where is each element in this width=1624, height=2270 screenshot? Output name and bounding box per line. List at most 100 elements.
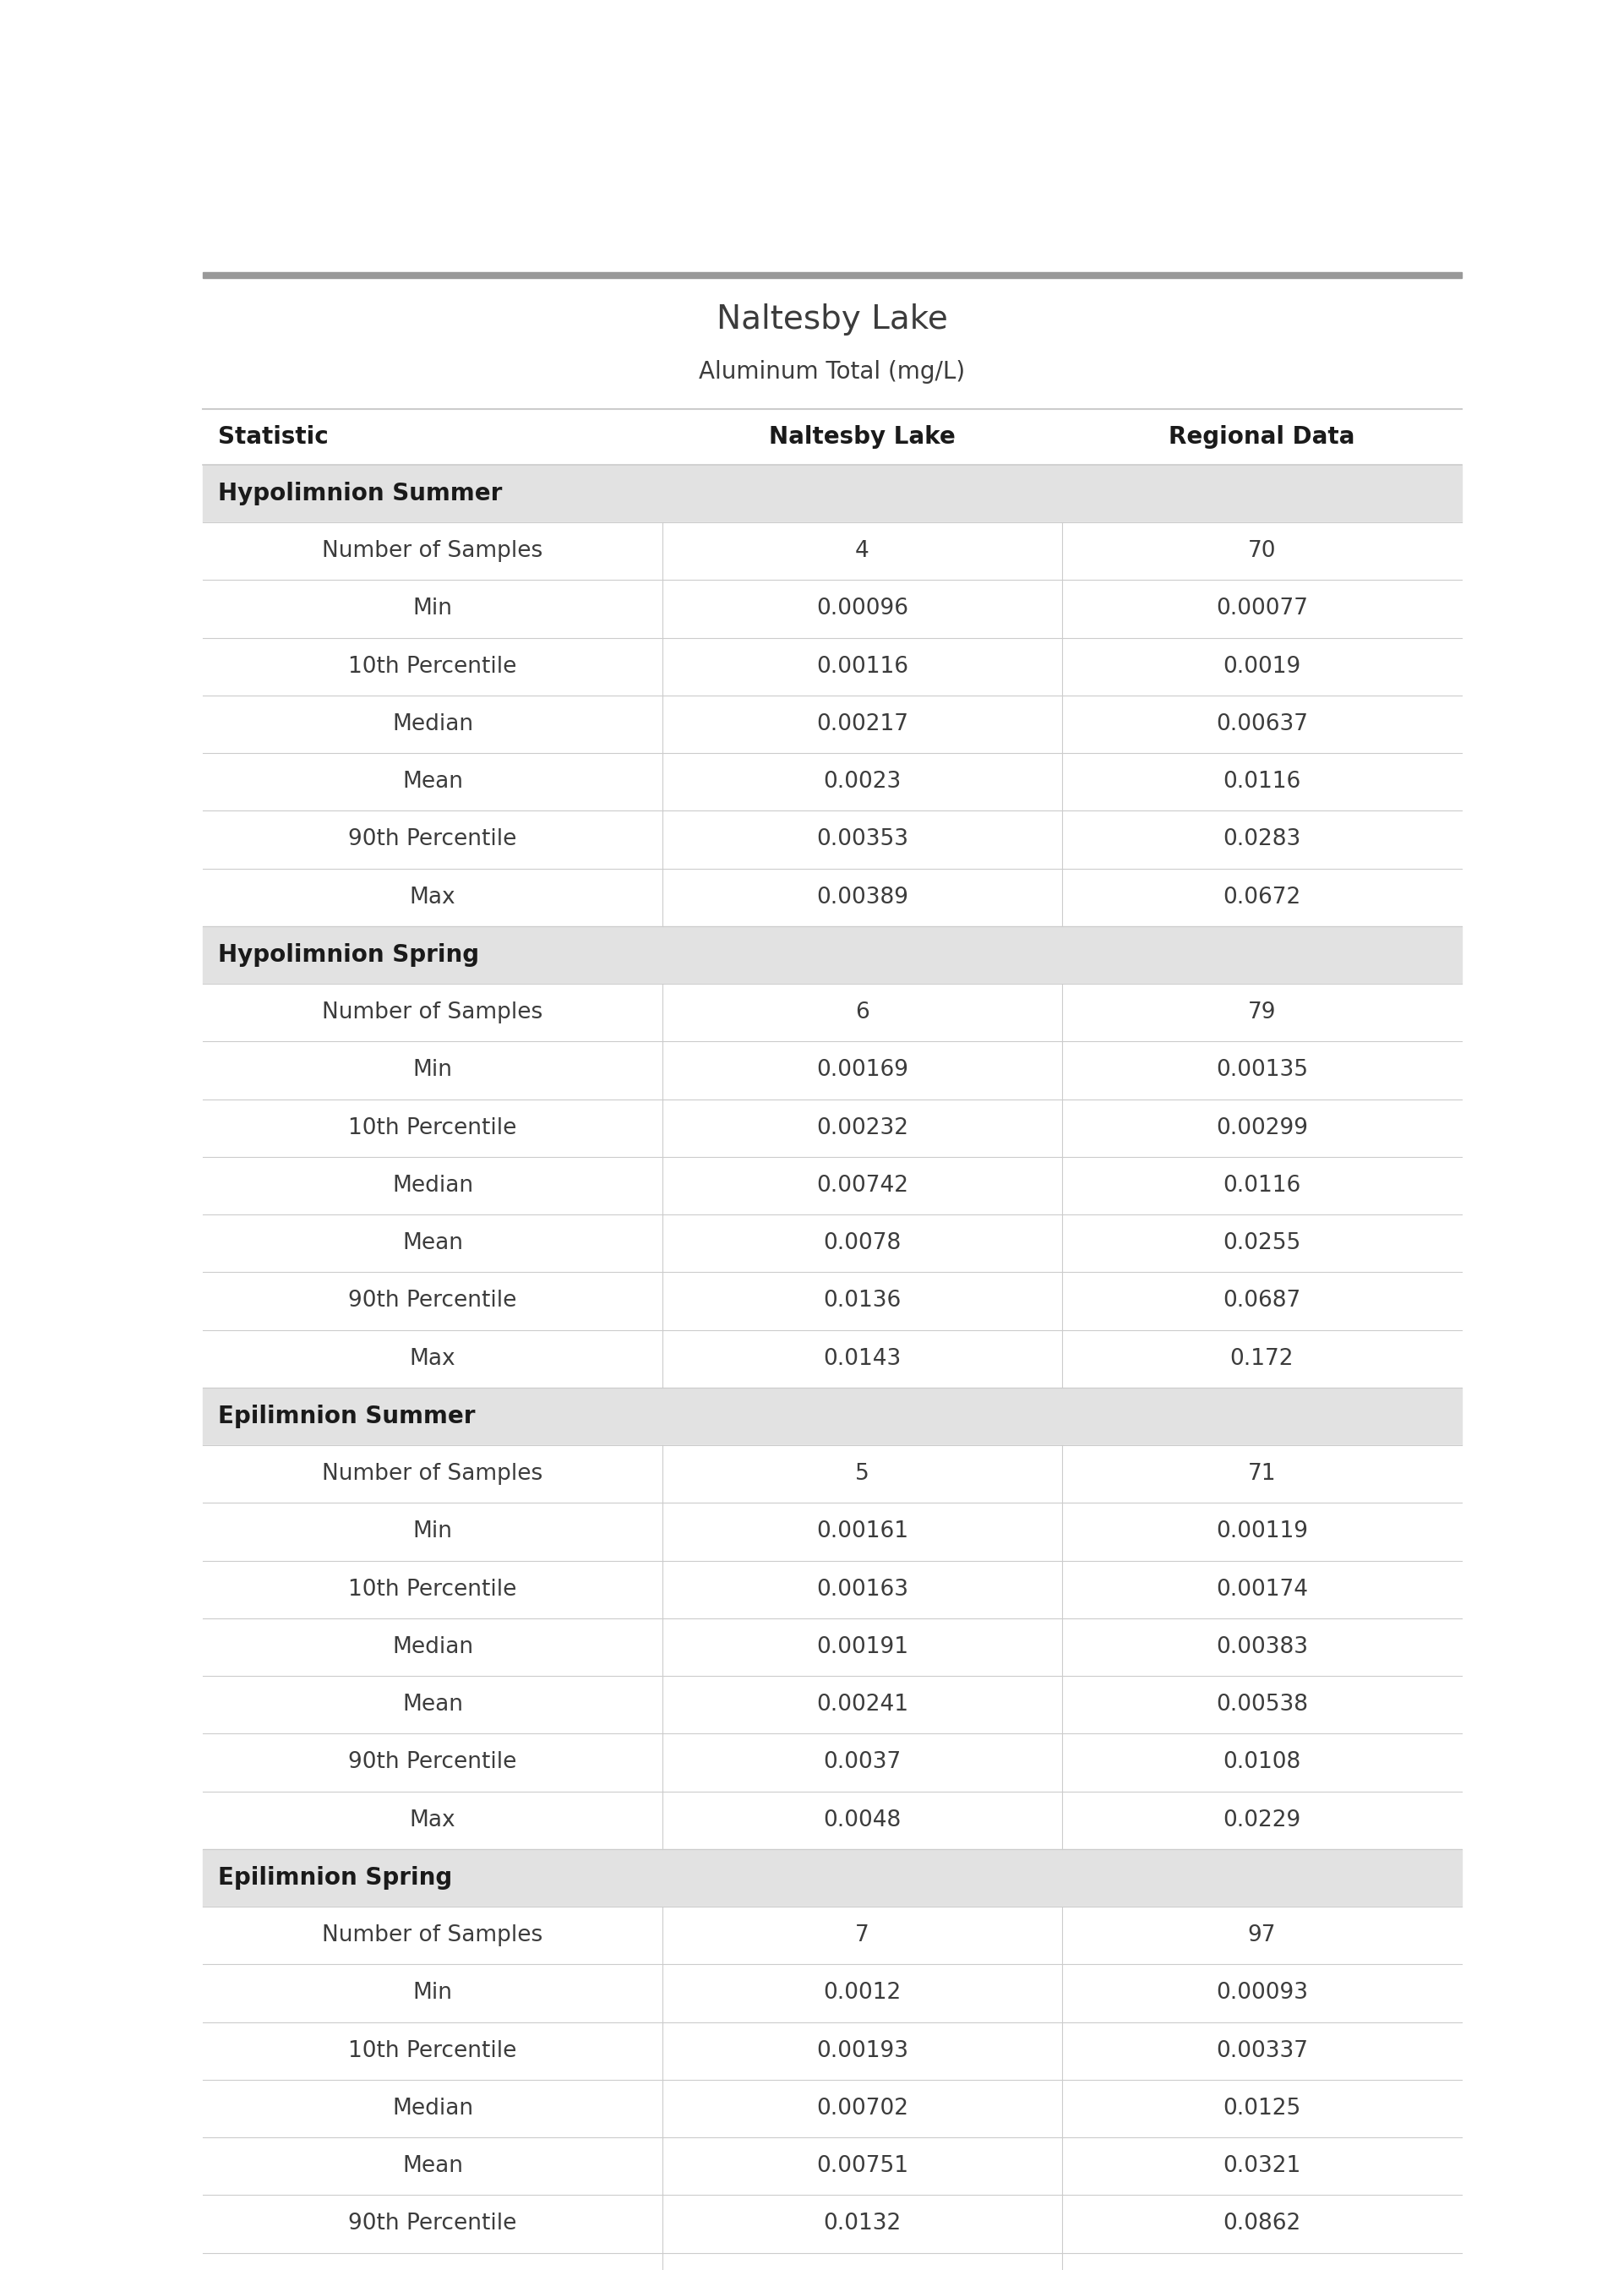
Bar [203, 581, 1462, 638]
Text: 0.00077: 0.00077 [1216, 597, 1307, 620]
Bar [203, 754, 1462, 810]
Bar [203, 272, 1462, 277]
Text: 0.00751: 0.00751 [817, 2154, 908, 2177]
Text: 0.00119: 0.00119 [1216, 1521, 1307, 1544]
Bar [203, 983, 1462, 1042]
Text: Mean: Mean [403, 772, 463, 792]
Bar [203, 1850, 1462, 1907]
Bar [203, 2079, 1462, 2138]
Text: 90th Percentile: 90th Percentile [349, 1289, 516, 1312]
Bar [203, 1330, 1462, 1387]
Text: 0.00337: 0.00337 [1216, 2041, 1307, 2061]
Text: 0.00538: 0.00538 [1216, 1693, 1307, 1716]
Text: Mean: Mean [403, 2154, 463, 2177]
Text: 97: 97 [1247, 1925, 1276, 1945]
Text: 0.0012: 0.0012 [823, 1982, 901, 2004]
Text: 0.0019: 0.0019 [1223, 656, 1301, 676]
Text: Regional Data: Regional Data [1169, 424, 1354, 449]
Text: 0.0125: 0.0125 [1223, 2097, 1301, 2120]
Text: Median: Median [391, 713, 473, 735]
Text: 0.0862: 0.0862 [1223, 2213, 1301, 2236]
Bar [203, 1619, 1462, 1675]
Text: 0.00241: 0.00241 [817, 1693, 908, 1716]
Text: 71: 71 [1247, 1464, 1276, 1485]
Bar [203, 1214, 1462, 1271]
Text: 0.0229: 0.0229 [1223, 1809, 1301, 1832]
Text: Naltesby Lake: Naltesby Lake [716, 304, 948, 336]
Text: 0.00299: 0.00299 [1216, 1117, 1307, 1140]
Text: 0.0283: 0.0283 [1223, 829, 1301, 851]
Text: 0.00174: 0.00174 [1216, 1578, 1307, 1600]
Text: 0.0255: 0.0255 [1223, 1233, 1301, 1255]
Bar [203, 2138, 1462, 2195]
Text: 0.00161: 0.00161 [817, 1521, 908, 1544]
Text: Number of Samples: Number of Samples [322, 1001, 542, 1024]
Text: 0.0321: 0.0321 [1223, 2154, 1301, 2177]
Text: 0.0078: 0.0078 [823, 1233, 901, 1255]
Text: 0.00096: 0.00096 [817, 597, 908, 620]
Text: 90th Percentile: 90th Percentile [349, 1752, 516, 1773]
Text: Min: Min [412, 1521, 453, 1544]
Text: Min: Min [412, 1060, 453, 1081]
Text: 0.00093: 0.00093 [1216, 1982, 1307, 2004]
Text: 0.0143: 0.0143 [823, 1348, 901, 1369]
Text: Number of Samples: Number of Samples [322, 1925, 542, 1945]
Text: 0.0037: 0.0037 [823, 1752, 901, 1773]
Text: 0.0672: 0.0672 [1223, 885, 1301, 908]
Text: 0.00389: 0.00389 [817, 885, 908, 908]
Text: Number of Samples: Number of Samples [322, 1464, 542, 1485]
Bar [203, 522, 1462, 581]
Text: Median: Median [391, 1637, 473, 1657]
Text: 0.00637: 0.00637 [1216, 713, 1307, 735]
Text: 0.0023: 0.0023 [823, 772, 901, 792]
Text: 0.0116: 0.0116 [1223, 772, 1301, 792]
Text: 0.00353: 0.00353 [817, 829, 908, 851]
Text: Epilimnion Spring: Epilimnion Spring [218, 1866, 453, 1889]
Text: Naltesby Lake: Naltesby Lake [768, 424, 955, 449]
Text: 10th Percentile: 10th Percentile [349, 656, 516, 676]
Text: Mean: Mean [403, 1693, 463, 1716]
Bar [203, 2252, 1462, 2270]
Text: Mean: Mean [403, 1233, 463, 1255]
Text: 4: 4 [856, 540, 869, 563]
Text: Max: Max [409, 1809, 456, 1832]
Text: Statistic: Statistic [218, 424, 328, 449]
Bar [203, 1964, 1462, 2023]
Bar [203, 1099, 1462, 1158]
Bar [203, 1675, 1462, 1734]
Text: 0.00135: 0.00135 [1216, 1060, 1307, 1081]
Bar [203, 638, 1462, 695]
Text: 0.0136: 0.0136 [823, 1289, 901, 1312]
Text: 5: 5 [856, 1464, 869, 1485]
Bar [203, 465, 1462, 522]
Text: 0.172: 0.172 [1229, 1348, 1294, 1369]
Text: 0.00191: 0.00191 [817, 1637, 908, 1657]
Text: 10th Percentile: 10th Percentile [349, 1578, 516, 1600]
Text: 70: 70 [1247, 540, 1276, 563]
Text: Median: Median [391, 1174, 473, 1196]
Text: 0.00742: 0.00742 [817, 1174, 908, 1196]
Text: Max: Max [409, 1348, 456, 1369]
Text: Min: Min [412, 1982, 453, 2004]
Bar [203, 409, 1462, 465]
Text: 0.00383: 0.00383 [1216, 1637, 1307, 1657]
Text: 0.00169: 0.00169 [817, 1060, 908, 1081]
Bar [203, 1387, 1462, 1446]
Bar [203, 1791, 1462, 1850]
Text: 0.00217: 0.00217 [817, 713, 908, 735]
Bar [203, 1734, 1462, 1791]
Bar [203, 926, 1462, 983]
Text: 0.0108: 0.0108 [1223, 1752, 1301, 1773]
Text: 90th Percentile: 90th Percentile [349, 829, 516, 851]
Text: 0.0048: 0.0048 [823, 1809, 901, 1832]
Bar [203, 869, 1462, 926]
Bar [203, 1503, 1462, 1559]
Text: 6: 6 [856, 1001, 869, 1024]
Bar [203, 1559, 1462, 1619]
Bar [203, 277, 1462, 409]
Bar [203, 1446, 1462, 1503]
Text: Epilimnion Summer: Epilimnion Summer [218, 1405, 476, 1428]
Text: 0.00232: 0.00232 [817, 1117, 908, 1140]
Text: Median: Median [391, 2097, 473, 2120]
Bar [203, 810, 1462, 869]
